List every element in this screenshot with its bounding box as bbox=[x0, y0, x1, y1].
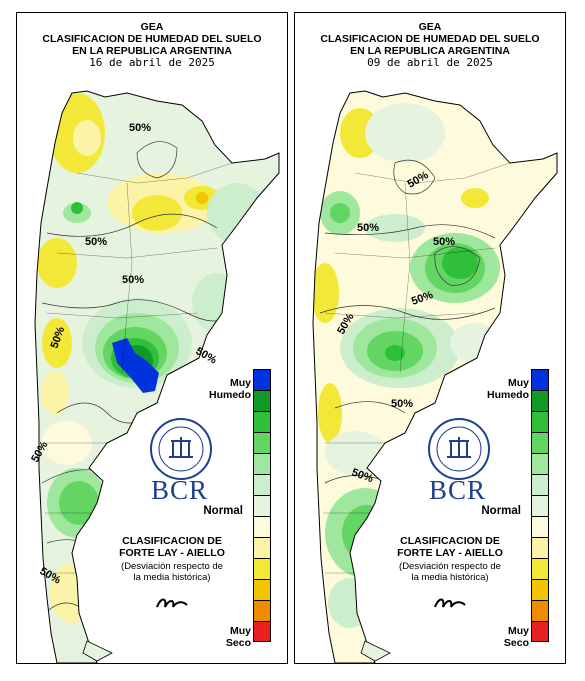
header-date: 16 de abril de 2025 bbox=[89, 56, 215, 69]
legend-wet-label: Muy Humedo bbox=[487, 377, 529, 401]
bcr-logo-text: BCR bbox=[429, 475, 487, 505]
map-panel-april-09: GEA CLASIFICACION DE HUMEDAD DEL SUELO E… bbox=[294, 12, 566, 664]
legend-swatch bbox=[531, 516, 549, 537]
legend-swatch bbox=[253, 495, 271, 516]
legend-swatch bbox=[253, 558, 271, 579]
legend-swatch bbox=[531, 621, 549, 642]
contour-label: 50% bbox=[129, 122, 151, 134]
contour-label: 50% bbox=[433, 236, 455, 248]
legend-swatch bbox=[253, 516, 271, 537]
legend-swatch bbox=[253, 579, 271, 600]
legend-swatch bbox=[253, 621, 271, 642]
classification-title: CLASIFICACION DE FORTE LAY - AIELLO bbox=[397, 535, 503, 559]
legend-swatch bbox=[253, 411, 271, 432]
legend-swatch bbox=[253, 474, 271, 495]
header-org: GEA bbox=[140, 21, 164, 33]
panel-header: GEA CLASIFICACION DE HUMEDAD DEL SUELO E… bbox=[17, 21, 287, 69]
panel-header: GEA CLASIFICACION DE HUMEDAD DEL SUELO E… bbox=[295, 21, 565, 69]
legend-swatch bbox=[531, 474, 549, 495]
legend-swatch bbox=[531, 537, 549, 558]
legend-swatch bbox=[531, 453, 549, 474]
contour-label: 50% bbox=[85, 236, 107, 248]
legend-dry-label: Muy Seco bbox=[225, 625, 251, 649]
legend-dry-label: Muy Seco bbox=[503, 625, 529, 649]
argentina-soil-moisture-map: 50% 50% 50% 50% 50% 50% 50% bbox=[29, 90, 280, 663]
legend-swatch bbox=[531, 411, 549, 432]
header-date: 09 de abril de 2025 bbox=[367, 56, 493, 69]
header-title: CLASIFICACION DE HUMEDAD DEL SUELO bbox=[42, 33, 262, 45]
contour-label: 50% bbox=[194, 345, 219, 367]
bcr-logo-text: BCR bbox=[151, 475, 209, 505]
legend-swatch bbox=[253, 537, 271, 558]
contour-label: 50% bbox=[357, 222, 379, 234]
header-title: CLASIFICACION DE HUMEDAD DEL SUELO bbox=[320, 33, 540, 45]
color-legend bbox=[531, 369, 549, 642]
legend-swatch bbox=[253, 453, 271, 474]
bcr-seal-icon bbox=[428, 418, 490, 480]
argentina-soil-moisture-map: 50% 50% 50% 50% 50% 50% 50% bbox=[312, 90, 558, 663]
legend-swatch bbox=[531, 369, 549, 390]
classification-title: CLASIFICACION DE FORTE LAY - AIELLO bbox=[119, 535, 225, 559]
map-panel-april-16: GEA CLASIFICACION DE HUMEDAD DEL SUELO E… bbox=[16, 12, 288, 664]
legend-swatch bbox=[531, 558, 549, 579]
bcr-seal-icon bbox=[150, 418, 212, 480]
legend-swatch bbox=[531, 432, 549, 453]
classification-note: (Desviación respecto de la media históric… bbox=[399, 561, 501, 583]
legend-swatch bbox=[253, 600, 271, 621]
classification-note: (Desviación respecto de la media históric… bbox=[121, 561, 223, 583]
legend-swatch bbox=[531, 600, 549, 621]
contour-label: 50% bbox=[122, 274, 144, 286]
legend-swatch bbox=[531, 579, 549, 600]
legend-swatch bbox=[253, 432, 271, 453]
legend-wet-label: Muy Humedo bbox=[209, 377, 251, 401]
legend-swatch bbox=[531, 495, 549, 516]
color-legend bbox=[253, 369, 271, 642]
header-org: GEA bbox=[418, 21, 442, 33]
signature-icon bbox=[434, 598, 466, 608]
legend-normal-label: Normal bbox=[203, 505, 243, 517]
header-subtitle: EN LA REPUBLICA ARGENTINA bbox=[350, 45, 510, 57]
legend-normal-label: Normal bbox=[481, 505, 521, 517]
legend-swatch bbox=[253, 369, 271, 390]
header-subtitle: EN LA REPUBLICA ARGENTINA bbox=[72, 45, 232, 57]
legend-swatch bbox=[531, 390, 549, 411]
contour-label: 50% bbox=[391, 398, 413, 410]
legend-swatch bbox=[253, 390, 271, 411]
signature-icon bbox=[156, 598, 188, 608]
